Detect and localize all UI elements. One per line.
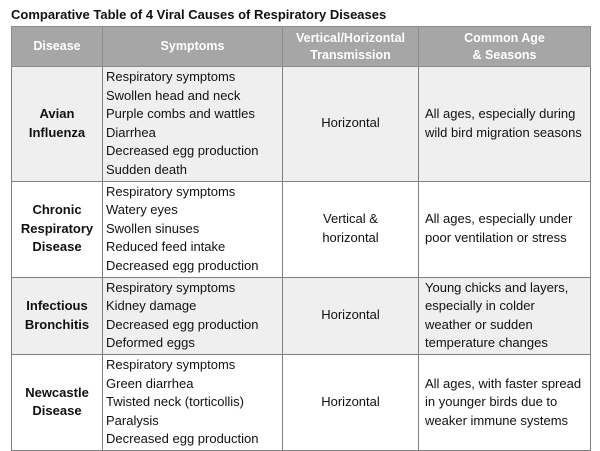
header-disease: Disease <box>11 26 103 67</box>
symptom-item: Swollen sinuses <box>106 220 200 236</box>
symptom-item: Decreased egg production <box>106 143 259 159</box>
table-row: Infectious Bronchitis Respiratory sympto… <box>11 276 591 355</box>
table-row: Avian Influenza Respiratory symptoms Swo… <box>11 66 591 182</box>
disease-cell: Newcastle Disease <box>11 353 103 451</box>
symptom-item: Swollen head and neck <box>106 87 241 103</box>
disease-cell: Infectious Bronchitis <box>11 276 103 355</box>
symptom-item: Respiratory symptoms <box>106 279 236 295</box>
symptom-item: Paralysis <box>106 412 159 428</box>
header-transmission-line1: Vertical/Horizontal <box>295 30 406 45</box>
transmission-line: Horizontal <box>321 115 380 131</box>
disease-name-line: Avian <box>39 106 75 122</box>
symptom-item: Watery eyes <box>106 202 178 218</box>
disease-cell: Avian Influenza <box>11 66 103 182</box>
disease-name-line: Disease <box>32 403 82 419</box>
transmission-line: horizontal <box>322 230 379 246</box>
symptom-item: Green diarrhea <box>106 375 194 391</box>
header-transmission-line2: Transmission <box>310 47 391 62</box>
age-season-cell: All ages, especially during wild bird mi… <box>418 66 591 182</box>
header-symptoms: Symptoms <box>102 26 283 67</box>
age-season-cell: All ages, especially under poor ventilat… <box>418 180 591 278</box>
symptom-item: Sudden death <box>106 161 187 177</box>
disease-name-line: Disease <box>32 239 82 255</box>
disease-name-line: Infectious <box>26 298 88 314</box>
transmission-cell: Horizontal <box>282 276 419 355</box>
table-row: Chronic Respiratory Disease Respiratory … <box>11 180 591 278</box>
disease-name-line: Influenza <box>28 124 86 140</box>
symptoms-cell: Respiratory symptoms Swollen head and ne… <box>102 66 283 182</box>
table-row: Newcastle Disease Respiratory symptoms G… <box>11 353 591 451</box>
transmission-line: Horizontal <box>321 394 380 410</box>
header-transmission: Vertical/Horizontal Transmission <box>282 26 419 67</box>
symptom-item: Diarrhea <box>106 124 156 140</box>
transmission-line: Vertical & <box>323 211 378 227</box>
age-season-cell: All ages, with faster spread in younger … <box>418 353 591 451</box>
header-row: Disease Symptoms Vertical/Horizontal Tra… <box>11 26 591 67</box>
disease-name-line: Chronic <box>32 202 82 218</box>
disease-cell: Chronic Respiratory Disease <box>11 180 103 278</box>
symptom-item: Deformed eggs <box>106 335 195 351</box>
disease-name-line: Bronchitis <box>24 316 90 332</box>
symptom-item: Decreased egg production <box>106 431 259 447</box>
symptom-item: Twisted neck (torticollis) <box>106 394 244 410</box>
transmission-cell: Vertical & horizontal <box>282 180 419 278</box>
symptoms-cell: Respiratory symptoms Watery eyes Swollen… <box>102 180 283 278</box>
symptom-item: Respiratory symptoms <box>106 183 236 199</box>
transmission-cell: Horizontal <box>282 353 419 451</box>
header-age-line2: & Seasons <box>472 47 537 62</box>
symptom-item: Reduced feed intake <box>106 239 226 255</box>
symptom-item: Decreased egg production <box>106 257 259 273</box>
symptom-item: Purple combs and wattles <box>106 106 255 122</box>
disease-table: Disease Symptoms Vertical/Horizontal Tra… <box>11 26 591 451</box>
symptom-item: Kidney damage <box>106 298 197 314</box>
header-age-seasons: Common Age & Seasons <box>418 26 591 67</box>
disease-name-line: Respiratory <box>20 220 94 236</box>
table-title: Comparative Table of 4 Viral Causes of R… <box>11 7 387 22</box>
disease-name-line: Newcastle <box>25 384 89 400</box>
symptoms-cell: Respiratory symptoms Kidney damage Decre… <box>102 276 283 355</box>
symptom-item: Respiratory symptoms <box>106 356 236 372</box>
transmission-cell: Horizontal <box>282 66 419 182</box>
header-age-line1: Common Age <box>464 30 545 45</box>
symptoms-cell: Respiratory symptoms Green diarrhea Twis… <box>102 353 283 451</box>
transmission-line: Horizontal <box>321 307 380 323</box>
symptom-item: Decreased egg production <box>106 316 259 332</box>
symptom-item: Respiratory symptoms <box>106 69 236 84</box>
age-season-cell: Young chicks and layers, especially in c… <box>418 276 591 355</box>
